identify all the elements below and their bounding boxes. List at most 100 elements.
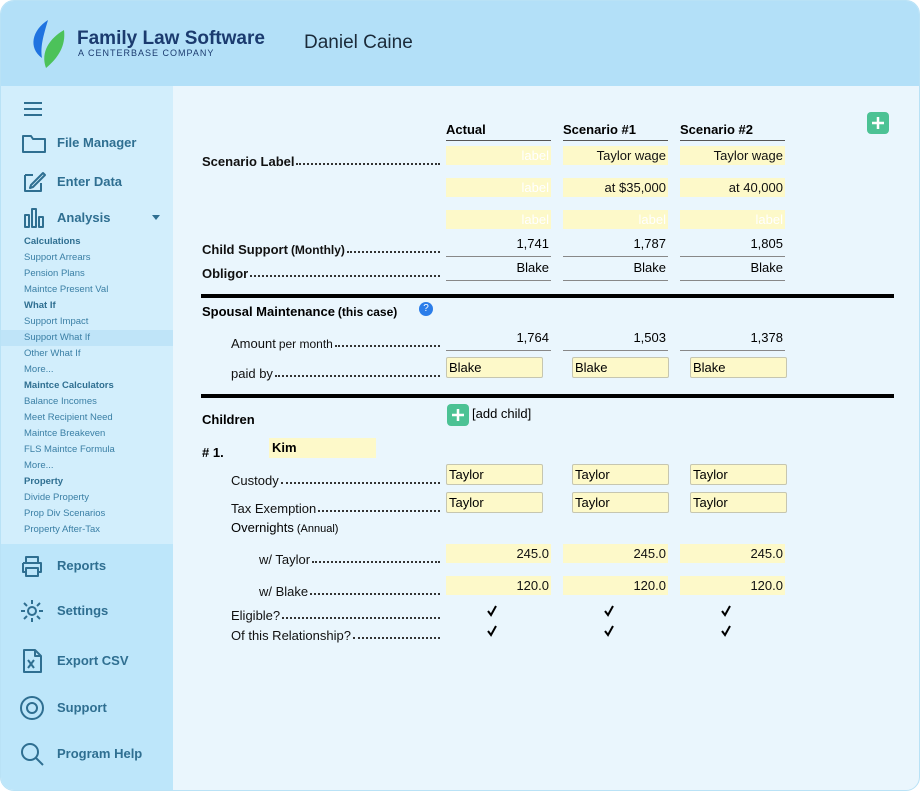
scenario-label-input[interactable]: label [680,210,785,229]
menu-item[interactable]: Export CSV [57,653,129,668]
form-row: Eligible? [231,605,442,623]
leader [274,375,440,377]
submenu-item[interactable]: Prop Div Scenarios [24,508,106,519]
value: 1,378 [680,330,785,351]
submenu-item[interactable]: Maintce Present Val [24,284,109,295]
menu-icon [24,172,46,192]
column-header: Actual [446,122,551,141]
submenu-item[interactable]: Divide Property [24,492,89,503]
dropdown[interactable]: Taylor [572,464,669,485]
leader [296,163,440,165]
menu-icon [20,696,44,720]
dropdown[interactable]: Taylor [446,492,543,513]
form-row: Custody [231,470,442,488]
scenario-label-input[interactable]: at 40,000 [680,178,785,197]
submenu-heading: Maintce Calculators [24,380,114,391]
scenario-label-input[interactable]: label [446,178,551,197]
submenu-heading: What If [24,300,56,311]
submenu-item[interactable]: Meet Recipient Need [24,412,113,423]
row-label: Scenario Label [202,154,295,169]
scenario-label-input[interactable]: Taylor wage [680,146,785,165]
checkmark[interactable] [603,625,615,637]
dropdown[interactable]: Taylor [690,464,787,485]
menu-icon [22,135,46,153]
help-icon[interactable]: ? [419,302,433,316]
leader [250,275,440,277]
logo [33,20,65,68]
value: Blake [563,260,668,281]
submenu-item[interactable]: Balance Incomes [24,396,97,407]
menu-item[interactable]: Enter Data [57,174,123,189]
dropdown[interactable]: Blake [690,357,787,378]
submenu-item[interactable]: More... [24,364,54,375]
submenu-item[interactable]: Support Impact [24,316,89,327]
value: Blake [680,260,785,281]
add-scenario[interactable] [867,112,889,134]
column-header: Scenario #2 [680,122,785,141]
number-input[interactable]: 245.0 [446,544,551,563]
row-label: Eligible? [231,608,281,623]
menu-item[interactable]: File Manager [57,135,137,150]
dropdown[interactable]: Taylor [446,464,543,485]
submenu-item[interactable]: FLS Maintce Formula [24,444,115,455]
checkmark[interactable] [603,605,615,617]
submenu-item[interactable]: Support What If [24,332,91,343]
add-child-label[interactable]: [add child] [472,406,532,421]
checkmark[interactable] [720,625,732,637]
child-name-input[interactable]: Kim [269,438,376,458]
number-input[interactable]: 245.0 [563,544,668,563]
sidebar [1,86,173,544]
submenu-item[interactable]: Support Arrears [24,252,91,263]
leader [310,593,440,595]
leader [352,637,440,639]
scenario-label-input[interactable]: at $35,000 [563,178,668,197]
menu-item[interactable]: Program Help [57,746,143,761]
scenario-label-input[interactable]: label [446,210,551,229]
checkmark[interactable] [486,605,498,617]
add-child-button[interactable] [447,404,469,426]
row-note: (Monthly) [290,243,345,257]
submenu-item[interactable]: More... [24,460,54,471]
scenario-label-input[interactable]: label [446,146,551,165]
dropdown[interactable]: Taylor [572,492,669,513]
value: 1,764 [446,330,551,351]
scenario-label-input[interactable]: Taylor wage [563,146,668,165]
menu-item[interactable]: Support [57,700,107,715]
leader [334,345,440,347]
leader [282,617,440,619]
scenario-label-input[interactable]: label [563,210,668,229]
form-row: w/ Blake [259,581,442,599]
row-label: Of this Relationship? [231,628,351,643]
dropdown[interactable]: Taylor [690,492,787,513]
section-title: Spousal Maintenance (this case) [202,304,397,319]
checkmark[interactable] [486,625,498,637]
submenu-heading: Property [24,476,64,487]
row-label: Overnights (Annual) [231,520,338,535]
row-label-text: Overnights [231,520,294,535]
number-input[interactable]: 120.0 [563,576,668,595]
menu-icon [24,208,44,228]
menu-icon [21,600,43,622]
form-row: Amount per month [231,333,442,351]
form-row: Of this Relationship? [231,625,442,643]
row-label: Custody [231,473,279,488]
menu-item[interactable]: Analysis [57,210,111,225]
dropdown[interactable]: Blake [572,357,669,378]
menu-toggle[interactable] [23,101,43,117]
number-input[interactable]: 245.0 [680,544,785,563]
menu-item[interactable]: Settings [57,603,109,618]
menu-icon [22,556,42,577]
submenu-item[interactable]: Other What If [24,348,81,359]
menu-item[interactable]: Reports [57,558,107,573]
dropdown[interactable]: Blake [446,357,543,378]
submenu-item[interactable]: Maintce Breakeven [24,428,106,439]
value: Blake [446,260,551,281]
leader [312,561,440,563]
submenu-item[interactable]: Pension Plans [24,268,85,279]
form-row: Child Support (Monthly) [202,239,442,257]
number-input[interactable]: 120.0 [446,576,551,595]
number-input[interactable]: 120.0 [680,576,785,595]
row-label: w/ Taylor [259,552,311,567]
submenu-item[interactable]: Property After-Tax [24,524,101,535]
checkmark[interactable] [720,605,732,617]
